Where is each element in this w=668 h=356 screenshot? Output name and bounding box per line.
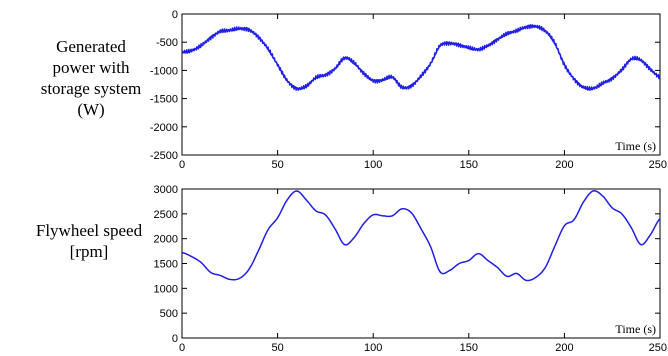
speed-axis-label: Flywheel speed [rpm]: [0, 220, 178, 262]
speed-xtick-label: 100: [364, 342, 382, 354]
speed-ytick-label: 1500: [154, 259, 178, 271]
speed-plot-frame: [181, 188, 661, 339]
speed-xtick-label: 250: [649, 342, 667, 354]
speed-ytick-label: 1000: [154, 283, 178, 295]
power-label-line-3: storage system: [40, 79, 142, 98]
power-plot-frame: [181, 13, 661, 156]
power-ytick-label: -2500: [150, 150, 178, 162]
speed-label-line-2: [rpm]: [69, 242, 109, 261]
power-xtick-label: 0: [179, 159, 185, 171]
power-time-unit-label: Time (s): [615, 139, 656, 153]
power-series-line: [181, 24, 661, 91]
speed-series-line: [181, 190, 661, 282]
power-ytick-label: -500: [156, 37, 178, 49]
speed-ytick-label: 0: [172, 333, 178, 345]
speed-xtick-label: 200: [555, 342, 573, 354]
power-label-line-4: (W): [77, 100, 105, 119]
power-ytick-label: -1000: [150, 65, 178, 77]
power-label-line-1: Generated: [56, 37, 126, 56]
speed-xtick-label: 0: [179, 342, 185, 354]
speed-time-unit-label: Time (s): [615, 322, 656, 336]
power-xtick-label: 200: [555, 159, 573, 171]
speed-ytick-label: 500: [160, 308, 178, 320]
speed-label-line-1: Flywheel speed: [35, 221, 143, 240]
power-axis-label: Generated power with storage system (W): [0, 36, 182, 120]
power-xtick-label: 50: [271, 159, 283, 171]
power-xtick-label: 150: [460, 159, 478, 171]
speed-ytick-label: 2500: [154, 209, 178, 221]
speed-chart: 0 500 1000 1500 2000 2500 3000 0 50 100 150 200 250 T…: [154, 184, 667, 354]
power-ytick-label: 0: [172, 9, 178, 21]
speed-xtick-label: 150: [460, 342, 478, 354]
power-ytick-label: -2000: [150, 122, 178, 134]
speed-ytick-label: 2000: [154, 234, 178, 246]
speed-xtick-label: 50: [271, 342, 283, 354]
power-label-line-2: power with: [52, 58, 130, 77]
speed-ytick-label: 3000: [154, 184, 178, 196]
power-xtick-label: 100: [364, 159, 382, 171]
power-ytick-label: -1500: [150, 94, 178, 106]
power-xtick-label: 250: [649, 159, 667, 171]
